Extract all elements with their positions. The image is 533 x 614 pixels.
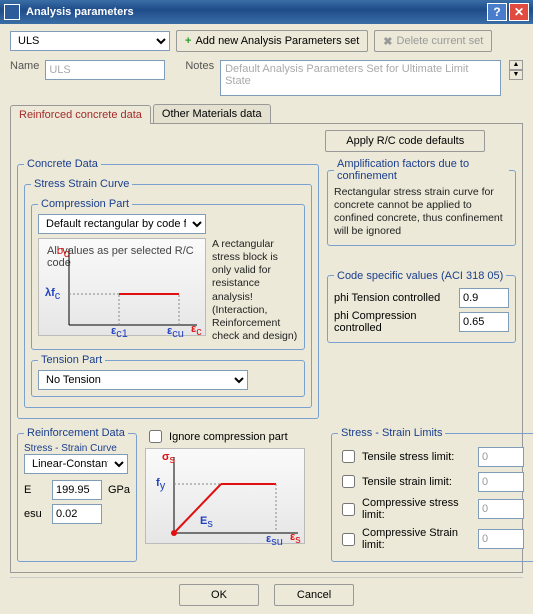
ok-button[interactable]: OK <box>179 584 259 606</box>
compressive-strain-label: Compressive Strain limit: <box>362 527 472 551</box>
concrete-data-group: Concrete Data Stress Strain Curve Compre… <box>17 158 319 419</box>
phi-tension-label: phi Tension controlled <box>334 292 440 304</box>
app-icon <box>4 4 20 20</box>
esu-input[interactable] <box>52 504 102 524</box>
notes-field[interactable]: Default Analysis Parameters Set for Ulti… <box>220 60 501 96</box>
stress-strain-curve-group: Stress Strain Curve Compression Part Def… <box>24 178 312 408</box>
ignore-compression-check[interactable]: Ignore compression part <box>145 427 323 446</box>
code-values-group: Code specific values (ACI 318 05) phi Te… <box>327 270 516 343</box>
add-set-label: Add new Analysis Parameters set <box>195 35 359 47</box>
tensile-stress-check[interactable] <box>342 450 355 463</box>
close-button[interactable]: ✕ <box>509 3 529 21</box>
e-label: E <box>24 484 46 496</box>
concrete-legend: Concrete Data <box>24 158 101 170</box>
add-set-button[interactable]: + Add new Analysis Parameters set <box>176 30 368 52</box>
compressive-stress-input <box>478 499 524 519</box>
compressive-strain-input <box>478 529 524 549</box>
esu-label: esu <box>24 508 46 520</box>
delete-set-label: Delete current set <box>397 35 484 47</box>
concrete-graph: All values as per selected R/C code <box>38 238 206 336</box>
compression-select[interactable]: Default rectangular by code for ULS <box>38 214 206 234</box>
notes-label: Notes <box>185 60 214 72</box>
reinf-legend: Reinforcement Data <box>24 427 128 439</box>
tension-select[interactable]: No Tension <box>38 370 248 390</box>
phi-tension-input[interactable] <box>459 288 509 308</box>
curve-legend: Stress Strain Curve <box>31 178 132 190</box>
compressive-strain-check[interactable] <box>342 533 355 546</box>
tensile-strain-label: Tensile strain limit: <box>362 476 472 488</box>
e-unit: GPa <box>108 484 130 496</box>
amp-text: Rectangular stress strain curve for conc… <box>334 186 509 239</box>
compression-legend: Compression Part <box>38 198 132 210</box>
tensile-strain-input <box>478 472 524 492</box>
apply-defaults-button[interactable]: Apply R/C code defaults <box>325 130 485 152</box>
e-input[interactable] <box>52 480 102 500</box>
compression-desc: A rectangular stress block is only valid… <box>212 238 298 343</box>
tensile-stress-label: Tensile stress limit: <box>362 451 472 463</box>
amplification-group: Amplification factors due to confinement… <box>327 158 516 246</box>
help-button[interactable]: ? <box>487 3 507 21</box>
amp-legend: Amplification factors due to confinement <box>334 158 509 182</box>
limits-legend: Stress - Strain Limits <box>338 427 445 439</box>
delete-set-button: ✖ Delete current set <box>374 30 492 52</box>
phi-compression-label: phi Compression controlled <box>334 310 453 334</box>
name-field <box>45 60 165 80</box>
notes-spinner[interactable]: ▲▼ <box>509 60 523 80</box>
tab-body: Apply R/C code defaults Concrete Data St… <box>10 123 523 573</box>
tension-legend: Tension Part <box>38 354 105 366</box>
compression-part-group: Compression Part Default rectangular by … <box>31 198 305 350</box>
compressive-stress-label: Compressive stress limit: <box>362 497 472 521</box>
codevals-legend: Code specific values (ACI 318 05) <box>334 270 506 282</box>
reinf-graph: σs fy Es εsu εs <box>145 448 305 544</box>
cancel-button[interactable]: Cancel <box>274 584 354 606</box>
phi-compression-input[interactable] <box>459 312 509 332</box>
reinf-curve-select[interactable]: Linear-Constant <box>24 454 128 474</box>
tab-other-materials[interactable]: Other Materials data <box>153 104 271 123</box>
x-icon: ✖ <box>383 35 392 48</box>
tensile-strain-check[interactable] <box>342 475 355 488</box>
plus-icon: + <box>185 35 191 47</box>
window-title: Analysis parameters <box>26 6 134 18</box>
reinf-curve-legend: Stress - Strain Curve <box>24 443 130 454</box>
tension-part-group: Tension Part No Tension <box>31 354 305 397</box>
title-bar: Analysis parameters ? ✕ <box>0 0 533 24</box>
param-set-select[interactable]: ULS <box>10 31 170 51</box>
tensile-stress-input <box>478 447 524 467</box>
tab-reinforced-concrete[interactable]: Reinforced concrete data <box>10 105 151 124</box>
compressive-stress-check[interactable] <box>342 503 355 516</box>
name-label: Name <box>10 60 39 72</box>
